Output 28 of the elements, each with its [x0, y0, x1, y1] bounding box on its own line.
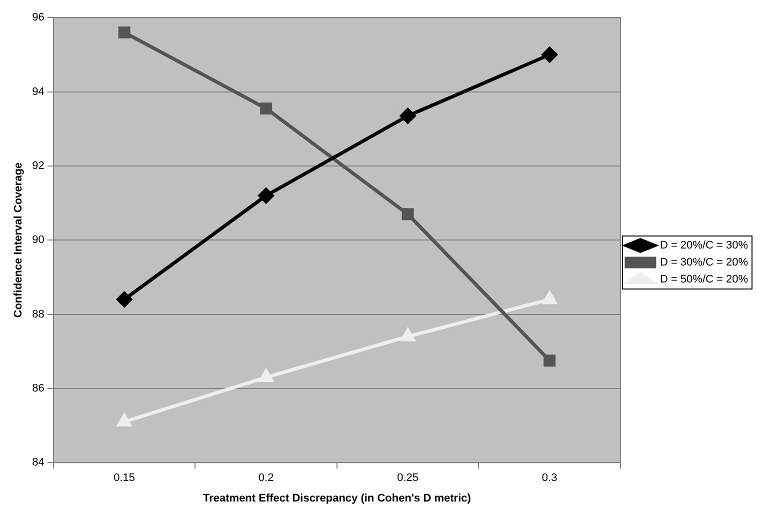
- x-tick-label: 0.2: [258, 472, 274, 484]
- point: [400, 328, 415, 342]
- x-tick-label: 0.3: [542, 472, 558, 484]
- y-tick-label: 92: [32, 160, 44, 172]
- point: [542, 46, 558, 62]
- point: [400, 108, 416, 124]
- x-tick-label: 0.25: [397, 472, 419, 484]
- y-tick-label: 84: [32, 456, 44, 469]
- legend-label: D = 20%/C = 30%: [660, 240, 748, 252]
- point: [118, 26, 130, 38]
- point: [116, 292, 132, 308]
- point: [260, 102, 272, 114]
- point: [259, 370, 274, 382]
- point: [542, 292, 557, 304]
- y-tick-label: 88: [32, 308, 44, 320]
- x-axis-title: Treatment Effect Discrepancy (in Cohen's D metric): [202, 492, 472, 504]
- y-tick-label: 86: [32, 382, 44, 394]
- x-tick-label: 0.15: [114, 472, 136, 484]
- point: [544, 354, 556, 367]
- legend-label: D = 30%/C = 20%: [660, 256, 748, 269]
- point: [402, 208, 414, 220]
- y-axis-title: Confidence Interval Coverage: [12, 162, 25, 318]
- point: [117, 414, 132, 427]
- y-tick-label: 94: [32, 86, 44, 98]
- legend-label: D = 50%/C = 20%: [660, 274, 748, 286]
- y-tick-label: 96: [32, 12, 44, 24]
- y-tick-label: 90: [32, 234, 44, 246]
- point: [258, 188, 274, 204]
